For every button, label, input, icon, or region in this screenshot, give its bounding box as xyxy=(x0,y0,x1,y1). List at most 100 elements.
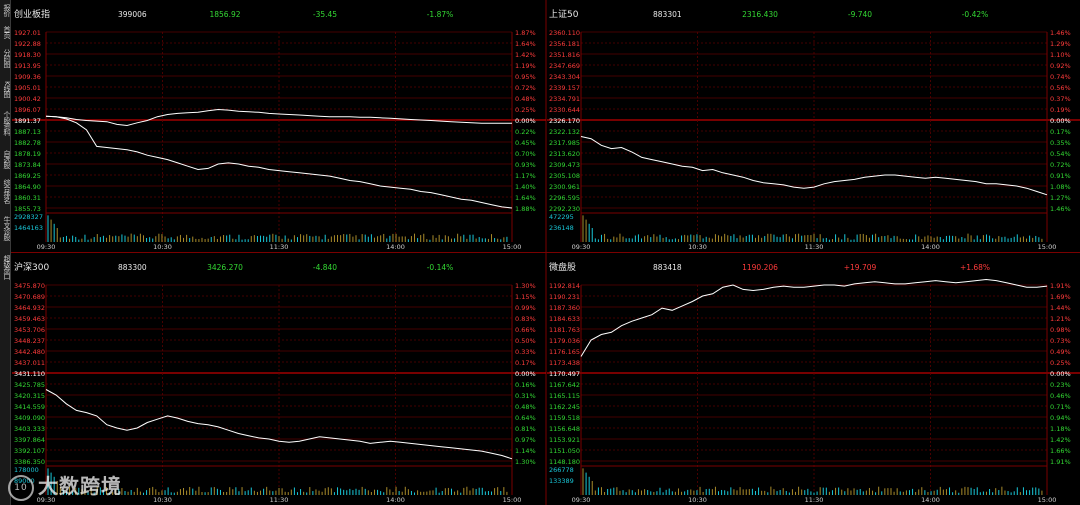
panel-2-pct-up-7: 0.17% xyxy=(515,359,536,367)
panel-2-price-down-7: 3386.350 xyxy=(14,458,45,466)
panel-3-price-line xyxy=(580,278,1048,357)
panel-1-pct-up-6: 0.37% xyxy=(1050,95,1071,103)
panel-1-pct-down-5: 1.08% xyxy=(1050,183,1071,191)
sidebar-item-6[interactable]: 综合排名 xyxy=(3,179,10,203)
panel-2-price-up-6: 3442.480 xyxy=(14,348,45,356)
panel-0-price-down-2: 1878.19 xyxy=(14,150,41,158)
panel-1-pct-down-6: 1.27% xyxy=(1050,194,1071,202)
sidebar-item-0[interactable]: 报价 xyxy=(3,4,10,16)
panel-2-code: 883300 xyxy=(118,263,147,272)
panel-0-pct-down-4: 1.17% xyxy=(515,172,536,180)
panel-3-pct: +1.68% xyxy=(960,263,990,272)
panel-3-pct-up-0: 1.91% xyxy=(1050,282,1071,290)
panel-1-pct-up-2: 1.10% xyxy=(1050,51,1071,59)
panel-3-pct-down-1: 0.46% xyxy=(1050,392,1071,400)
panel-3-pct-up-3: 1.21% xyxy=(1050,315,1071,323)
panel-0-price-down-7: 1855.73 xyxy=(14,205,41,213)
panel-2-price-down-3: 3409.090 xyxy=(14,414,45,422)
panel-2-price-down-6: 3392.107 xyxy=(14,447,45,455)
panel-3-price-up-0: 1192.814 xyxy=(549,282,580,290)
panel-3-price-down-4: 1156.648 xyxy=(549,425,580,433)
panel-0-pct-down-3: 0.93% xyxy=(515,161,536,169)
panel-3-time-4: 15:00 xyxy=(1038,496,1057,504)
panel-0-pct: -1.87% xyxy=(427,10,454,19)
panel-0-pct-up-6: 0.48% xyxy=(515,95,536,103)
panel-0-avg-line xyxy=(45,108,512,127)
panel-0-time-2: 11:30 xyxy=(270,243,289,251)
panel-3-price-up-3: 1184.633 xyxy=(549,315,580,323)
panel-0-price: 1856.92 xyxy=(209,10,240,19)
panel-2-vol-max: 178000 xyxy=(14,466,39,474)
panel-0-price-up-6: 1900.42 xyxy=(14,95,41,103)
sidebar-item-7[interactable]: 牛叉诊股 xyxy=(3,216,10,240)
panel-1-code: 883301 xyxy=(653,10,682,19)
panel-1-price-base: 2326.170 xyxy=(549,117,580,125)
panel-0-pct-down-0: 0.22% xyxy=(515,128,536,136)
sidebar-item-4[interactable]: 个股资料 xyxy=(3,111,10,135)
panel-3-price-down-5: 1153.921 xyxy=(549,436,580,444)
panel-1-time-1: 10:30 xyxy=(688,243,707,251)
panel-0-change: -35.45 xyxy=(313,10,337,19)
panel-0-vol-max: 2928327 xyxy=(14,213,43,221)
panel-1-name: 上证50 xyxy=(549,9,579,20)
panel-2-pct-up-1: 1.15% xyxy=(515,293,536,301)
panel-1-price-up-7: 2330.644 xyxy=(549,106,580,114)
panel-0-price-up-2: 1918.30 xyxy=(14,51,41,59)
sidebar-item-1[interactable]: 首页 xyxy=(3,26,10,38)
panel-2-price-up-4: 3453.706 xyxy=(14,326,45,334)
panel-1-price-down-7: 2292.230 xyxy=(549,205,580,213)
panel-0-pct-up-4: 0.95% xyxy=(515,73,536,81)
panel-1-time-3: 14:00 xyxy=(921,243,940,251)
panel-3-time-3: 14:00 xyxy=(921,496,940,504)
panel-0-pct-up-3: 1.19% xyxy=(515,62,536,70)
panel-1-price-up-5: 2339.157 xyxy=(549,84,580,92)
sidebar-item-5[interactable]: 自选股 xyxy=(3,150,10,168)
panel-3-price-up-1: 1190.231 xyxy=(549,293,580,301)
panel-2-price-down-5: 3397.864 xyxy=(14,436,45,444)
panel-2-price-down-4: 3403.333 xyxy=(14,425,45,433)
sidebar-item-3[interactable]: K线图 xyxy=(3,80,10,97)
panel-3-pct-up-7: 0.25% xyxy=(1050,359,1071,367)
panel-2-pct: -0.14% xyxy=(427,263,454,272)
panel-1-price-line xyxy=(580,136,1048,196)
panel-1-price-up-2: 2351.816 xyxy=(549,51,580,59)
panel-2-pct-up-2: 0.99% xyxy=(515,304,536,312)
panel-3-price-down-2: 1162.245 xyxy=(549,403,580,411)
panel-0-pct-up-7: 0.25% xyxy=(515,106,536,114)
panel-1-price-down-5: 2300.961 xyxy=(549,183,580,191)
panel-3-price-base: 1170.497 xyxy=(549,370,580,378)
panel-2-pct-up-0: 1.30% xyxy=(515,282,536,290)
panel-1-price-down-3: 2309.473 xyxy=(549,161,580,169)
panel-2-pct-up-4: 0.66% xyxy=(515,326,536,334)
watermark: 10 大数跨境 xyxy=(8,470,122,501)
panel-3-pct-down-6: 1.66% xyxy=(1050,447,1071,455)
panel-1-price-down-6: 2296.595 xyxy=(549,194,580,202)
panel-3-pct-up-2: 1.44% xyxy=(1050,304,1071,312)
panel-0-pct-up-1: 1.64% xyxy=(515,40,536,48)
panel-1-pct-down-1: 0.35% xyxy=(1050,139,1071,147)
panel-0-pct-up-5: 0.72% xyxy=(515,84,536,92)
sidebar-item-2[interactable]: 分时图 xyxy=(3,49,10,67)
panel-1-pct-up-3: 0.92% xyxy=(1050,62,1071,70)
panel-3-time-1: 10:30 xyxy=(688,496,707,504)
panel-0-pct-up-2: 1.42% xyxy=(515,51,536,59)
panel-2-pct-up-3: 0.83% xyxy=(515,315,536,323)
panel-3-pct-down-3: 0.94% xyxy=(1050,414,1071,422)
panel-3-vol-max: 266778 xyxy=(549,466,574,474)
panel-1-price-up-0: 2360.110 xyxy=(549,29,580,37)
panel-1-price-down-2: 2313.620 xyxy=(549,150,580,158)
panel-2-time-4: 15:00 xyxy=(503,496,522,504)
panel-1-vol-mid: 236148 xyxy=(549,224,574,232)
panel-3-price-up-6: 1176.165 xyxy=(549,348,580,356)
sidebar-item-8[interactable]: 超级盘口 xyxy=(3,255,10,279)
panel-1-pct-up-7: 0.19% xyxy=(1050,106,1071,114)
panel-2-pct-up-5: 0.50% xyxy=(515,337,536,345)
panel-2-pct-up-6: 0.33% xyxy=(515,348,536,356)
panel-2-price-down-1: 3420.315 xyxy=(14,392,45,400)
panel-1-pct-down-4: 0.91% xyxy=(1050,172,1071,180)
panel-0-price-down-0: 1887.13 xyxy=(14,128,41,136)
panel-1-change: -9.740 xyxy=(848,10,872,19)
sidebar: 报价首页分时图 K线图个股资料自选股综合排名牛叉诊股超级盘口 xyxy=(0,0,11,505)
panel-0-pct-down-7: 1.88% xyxy=(515,205,536,213)
panel-2-price-down-2: 3414.559 xyxy=(14,403,45,411)
